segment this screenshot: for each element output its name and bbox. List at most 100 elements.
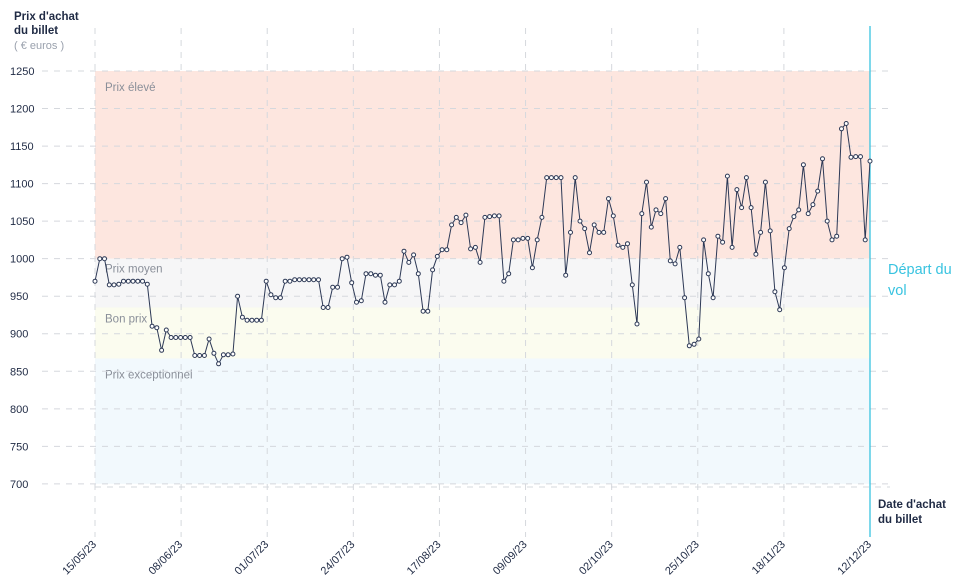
x-tick-label: 25/10/23 [663, 539, 702, 578]
data-point [805, 211, 811, 217]
data-point [144, 281, 150, 287]
data-point [316, 277, 321, 283]
zone-label: Prix exceptionnel [105, 370, 193, 382]
y-tick-label: 1050 [10, 216, 34, 228]
data-point [653, 207, 659, 213]
data-point [496, 213, 502, 219]
x-tick-label: 02/10/23 [577, 539, 616, 578]
data-point [701, 237, 707, 243]
data-point [534, 237, 540, 243]
data-point [344, 254, 350, 260]
x-tick-label: 09/09/23 [491, 539, 530, 578]
data-point [620, 244, 626, 250]
data-point [377, 272, 383, 278]
data-point [667, 258, 673, 264]
data-point [330, 284, 336, 290]
data-point [515, 237, 521, 243]
y-tick-label: 800 [10, 404, 28, 416]
data-point [691, 341, 697, 347]
data-point [135, 278, 141, 284]
data-point [182, 335, 188, 340]
data-point [767, 228, 773, 234]
data-point [230, 351, 236, 357]
data-point [282, 278, 288, 284]
zone-band [95, 71, 870, 259]
data-point [739, 205, 745, 211]
data-point [553, 175, 559, 181]
data-point [644, 179, 649, 185]
data-point [506, 271, 512, 277]
data-point [625, 241, 630, 247]
zone-label: Prix moyen [105, 264, 163, 276]
data-point [729, 244, 735, 250]
data-point [663, 196, 669, 202]
data-point [268, 292, 274, 298]
data-point [292, 277, 298, 283]
data-point [558, 175, 564, 181]
data-point [358, 298, 364, 304]
data-point [477, 259, 483, 265]
data-point [482, 214, 488, 220]
data-point [197, 353, 203, 358]
data-point [529, 265, 535, 271]
x-tick-label: 17/08/23 [405, 539, 444, 578]
data-point [748, 205, 754, 211]
data-point [102, 256, 107, 262]
data-point [116, 281, 122, 287]
data-point [705, 271, 711, 277]
data-point [254, 317, 260, 323]
data-point [325, 305, 331, 310]
data-point [258, 317, 264, 323]
data-point [839, 126, 844, 132]
data-point [387, 282, 393, 288]
data-point [800, 162, 806, 168]
zone-band [95, 358, 870, 484]
y-tick-label: 700 [10, 479, 28, 491]
data-point [615, 242, 621, 248]
data-point [192, 353, 198, 358]
data-point [829, 237, 835, 243]
y-axis-unit: ( € euros ) [14, 40, 65, 52]
data-point [130, 278, 136, 284]
data-point [273, 295, 279, 301]
data-point [277, 295, 283, 301]
data-point [249, 317, 255, 323]
data-point [434, 253, 440, 259]
data-point [710, 295, 716, 301]
data-point [548, 175, 554, 181]
y-tick-label: 850 [10, 366, 28, 378]
data-point [225, 352, 231, 358]
data-point [563, 272, 569, 278]
data-point [501, 278, 507, 284]
data-point [187, 335, 193, 340]
x-tick-label: 15/05/23 [60, 539, 99, 578]
data-point [587, 250, 592, 256]
data-point [796, 207, 802, 213]
data-point [781, 265, 787, 271]
data-point [525, 235, 531, 241]
data-point [320, 305, 326, 310]
y-tick-label: 750 [10, 441, 28, 453]
data-point [658, 211, 664, 217]
data-point [753, 251, 759, 257]
x-axis-ticks: 15/05/23 08/06/23 01/07/23 24/07/23 17/08/23… [60, 539, 874, 578]
data-point [354, 299, 359, 305]
data-point [520, 235, 526, 241]
x-tick-label: 24/07/23 [319, 539, 358, 578]
y-axis-ticks: 700 750 800 850 900 950 1000 1050 1100 1150 1200 12… [10, 66, 34, 491]
data-point [396, 278, 402, 284]
x-tick-label: 01/07/23 [233, 539, 272, 578]
data-point [510, 237, 516, 243]
data-point [572, 175, 578, 181]
data-point [301, 277, 307, 283]
data-point [235, 293, 241, 299]
data-point [111, 282, 117, 288]
data-point [406, 259, 412, 265]
data-point [420, 308, 426, 314]
data-point [772, 289, 778, 295]
data-point [439, 247, 445, 253]
data-point [453, 214, 459, 220]
y-tick-label: 950 [10, 291, 28, 303]
data-point [92, 278, 98, 284]
data-point [720, 239, 726, 245]
